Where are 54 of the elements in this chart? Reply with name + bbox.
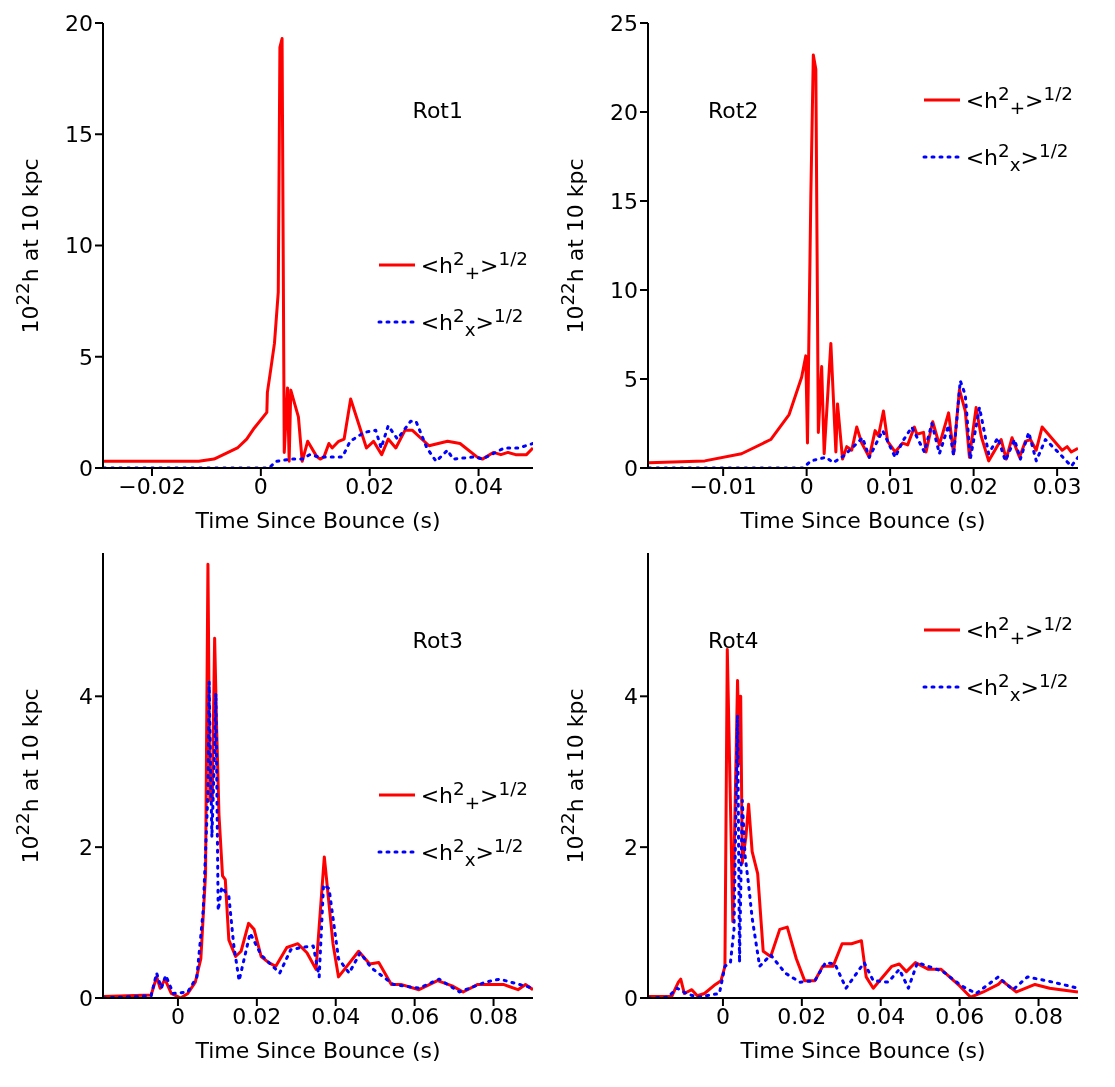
y-tick-label: 20: [610, 99, 638, 125]
y-tick-label: 25: [610, 10, 638, 36]
x-tick-label: 0.04: [454, 473, 504, 499]
x-tick-label: 0.06: [935, 1003, 985, 1029]
x-tick-label: 0.03: [1032, 473, 1082, 499]
x-tick-label: 0.02: [949, 473, 999, 499]
x-tick-label: 0: [715, 1003, 730, 1029]
x-tick-label: 0.02: [777, 1003, 827, 1029]
y-tick-label: 5: [79, 344, 93, 370]
x-tick-label: −0.01: [689, 473, 757, 499]
x-tick-label: 0.04: [856, 1003, 906, 1029]
y-tick-label: 0: [79, 985, 93, 1011]
x-tick-label: 0.06: [390, 1003, 440, 1029]
x-tick-label: 0.02: [232, 1003, 282, 1029]
x-tick-label: 0: [799, 473, 814, 499]
text: Rot1: [412, 98, 463, 123]
legend-label: <h$^{2}$$_{+}$>$^{1/2}$: [965, 83, 1073, 118]
legend-label: <h$^{2}$$_{x}$>$^{1/2}$: [965, 669, 1069, 705]
text: Rot4: [708, 628, 759, 653]
x-axis-title: Time Since Bounce (s): [194, 1038, 441, 1063]
x-axis-title: Time Since Bounce (s): [194, 508, 441, 533]
line-series: [103, 37, 533, 463]
line-series: [648, 53, 1078, 465]
x-tick-label: 0.08: [469, 1003, 519, 1029]
x-tick-label: −0.02: [118, 473, 186, 499]
x-tick-label: 0.04: [311, 1003, 361, 1029]
y-tick-label: 4: [79, 684, 93, 710]
legend-label: <h$^{2}$$_{x}$>$^{1/2}$: [420, 834, 524, 870]
x-tick-label: 0.02: [345, 473, 395, 499]
text: Rot2: [708, 98, 759, 123]
y-tick-label: 2: [79, 834, 93, 860]
legend-label: <h$^{2}$$_{+}$>$^{1/2}$: [420, 248, 528, 283]
y-tick-label: 5: [624, 366, 638, 392]
legend-label: <h$^{2}$$_{x}$>$^{1/2}$: [965, 139, 1069, 175]
y-tick-label: 10: [610, 277, 638, 303]
y-tick-label: 0: [624, 985, 638, 1011]
x-tick-label: 0.08: [1014, 1003, 1064, 1029]
y-tick-label: 10: [65, 233, 93, 259]
legend-label: <h$^{2}$$_{+}$>$^{1/2}$: [420, 778, 528, 813]
y-tick-label: 0: [624, 455, 638, 481]
y-tick-label: 20: [65, 10, 93, 36]
x-tick-label: 0: [170, 1003, 185, 1029]
y-tick-label: 4: [624, 684, 638, 710]
x-axis-title: Time Since Bounce (s): [739, 508, 986, 533]
y-tick-label: 2: [624, 834, 638, 860]
legend-label: <h$^{2}$$_{x}$>$^{1/2}$: [420, 304, 524, 340]
legend-label: <h$^{2}$$_{+}$>$^{1/2}$: [965, 613, 1073, 648]
x-axis-title: Time Since Bounce (s): [739, 1038, 986, 1063]
y-tick-label: 15: [610, 188, 638, 214]
y-tick-label: 15: [65, 122, 93, 148]
x-tick-label: 0: [253, 473, 268, 499]
x-tick-label: 0.01: [865, 473, 915, 499]
text: Rot3: [412, 628, 463, 653]
y-tick-label: 0: [79, 455, 93, 481]
